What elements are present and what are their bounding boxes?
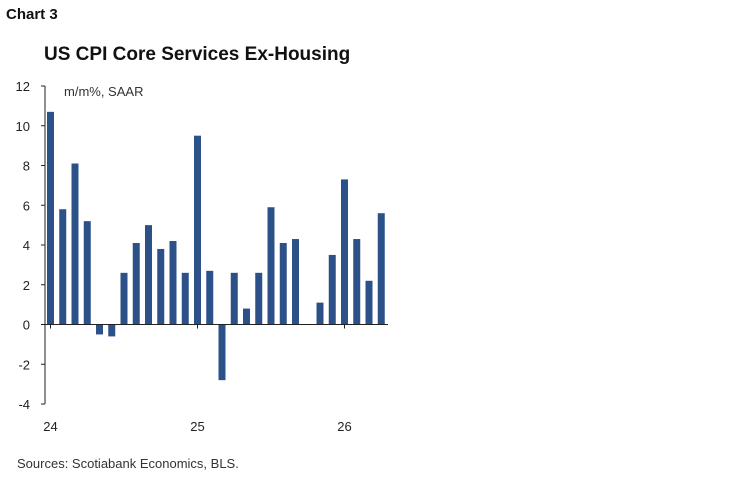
bar bbox=[328, 254, 336, 325]
bar bbox=[279, 243, 287, 325]
bar bbox=[47, 111, 54, 325]
y-tick-label: 4 bbox=[23, 238, 30, 253]
x-tick-label: 26 bbox=[337, 419, 351, 434]
y-tick-label: -4 bbox=[18, 397, 30, 412]
x-tick-label: 24 bbox=[43, 419, 57, 434]
bar bbox=[353, 239, 361, 325]
bars bbox=[47, 111, 385, 381]
y-tick-label: 12 bbox=[16, 79, 30, 94]
bar bbox=[230, 272, 238, 325]
bar bbox=[120, 272, 128, 325]
y-tick-label: 8 bbox=[23, 159, 30, 174]
bar bbox=[181, 272, 189, 325]
y-tick-label: 0 bbox=[23, 318, 30, 333]
chart-title: US CPI Core Services Ex-Housing bbox=[44, 44, 351, 65]
bar bbox=[316, 302, 324, 325]
y-axis-unit-label: m/m%, SAAR bbox=[64, 84, 143, 99]
bar bbox=[255, 272, 263, 325]
bar bbox=[132, 243, 140, 325]
bar bbox=[96, 324, 103, 335]
x-axis: 24 25 26 bbox=[43, 324, 388, 434]
y-tick-label: 6 bbox=[23, 198, 30, 213]
bar bbox=[169, 241, 177, 325]
y-tick-label: 2 bbox=[23, 278, 30, 293]
bar bbox=[83, 221, 91, 325]
bar bbox=[157, 248, 165, 325]
chart-label: Chart 3 bbox=[6, 6, 58, 23]
bar bbox=[365, 280, 373, 325]
x-tick-label: 25 bbox=[190, 419, 204, 434]
bar bbox=[377, 213, 385, 325]
y-axis: -4 -2 0 2 4 6 8 10 12 bbox=[16, 79, 46, 412]
bar bbox=[145, 225, 152, 325]
bar bbox=[206, 270, 214, 325]
bar bbox=[243, 308, 250, 325]
y-tick-label: 10 bbox=[16, 119, 30, 134]
bar bbox=[71, 163, 79, 325]
source-note: Sources: Scotiabank Economics, BLS. bbox=[17, 456, 239, 471]
bar bbox=[59, 209, 67, 325]
bar bbox=[218, 324, 226, 381]
y-tick-label: -2 bbox=[18, 357, 30, 372]
bar bbox=[292, 239, 299, 325]
bar bbox=[341, 179, 348, 325]
bar bbox=[267, 207, 275, 325]
bar bbox=[108, 324, 116, 337]
bar bbox=[194, 135, 201, 325]
